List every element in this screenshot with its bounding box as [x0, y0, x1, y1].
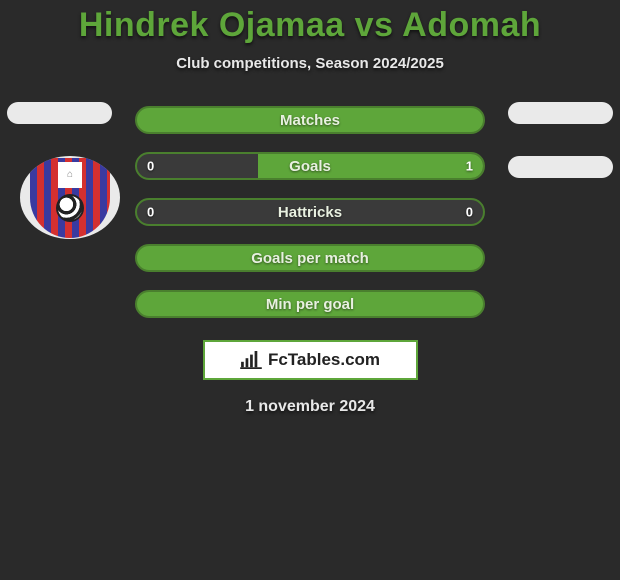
crest-ball-icon [56, 194, 84, 222]
stat-label: Goals [289, 158, 331, 175]
player-left-club-crest: ⌂ [20, 156, 120, 239]
stat-value-left: 0 [147, 205, 154, 220]
bars-chart-icon [240, 351, 262, 369]
stat-row-hattricks: 0 Hattricks 0 [135, 198, 485, 226]
stat-label: Matches [280, 112, 340, 129]
club-crest-icon: ⌂ [30, 158, 110, 238]
date-text: 1 november 2024 [0, 398, 620, 416]
player-right-avatar-top [508, 102, 613, 124]
stat-value-left: 0 [147, 159, 154, 174]
stat-rows: Matches 0 Goals 1 0 Hattricks 0 Goals pe… [135, 106, 485, 318]
stat-row-matches: Matches [135, 106, 485, 134]
stat-row-min-per-goal: Min per goal [135, 290, 485, 318]
stats-area: ⌂ Matches 0 Goals 1 0 Hattricks 0 Goals … [0, 106, 620, 416]
branding-text: FcTables.com [268, 350, 380, 370]
page-title: Hindrek Ojamaa vs Adomah [0, 6, 620, 45]
stat-value-right: 0 [466, 205, 473, 220]
stat-row-goals-per-match: Goals per match [135, 244, 485, 272]
stat-row-goals: 0 Goals 1 [135, 152, 485, 180]
stat-label: Min per goal [266, 296, 354, 313]
page-subtitle: Club competitions, Season 2024/2025 [0, 55, 620, 72]
crest-tower-icon: ⌂ [58, 162, 82, 188]
stat-label: Hattricks [278, 204, 342, 221]
player-left-avatar-top [7, 102, 112, 124]
stat-value-right: 1 [466, 159, 473, 174]
comparison-card: Hindrek Ojamaa vs Adomah Club competitio… [0, 0, 620, 416]
branding-box[interactable]: FcTables.com [203, 340, 418, 380]
stat-label: Goals per match [251, 250, 369, 267]
player-right-avatar-mid [508, 156, 613, 178]
